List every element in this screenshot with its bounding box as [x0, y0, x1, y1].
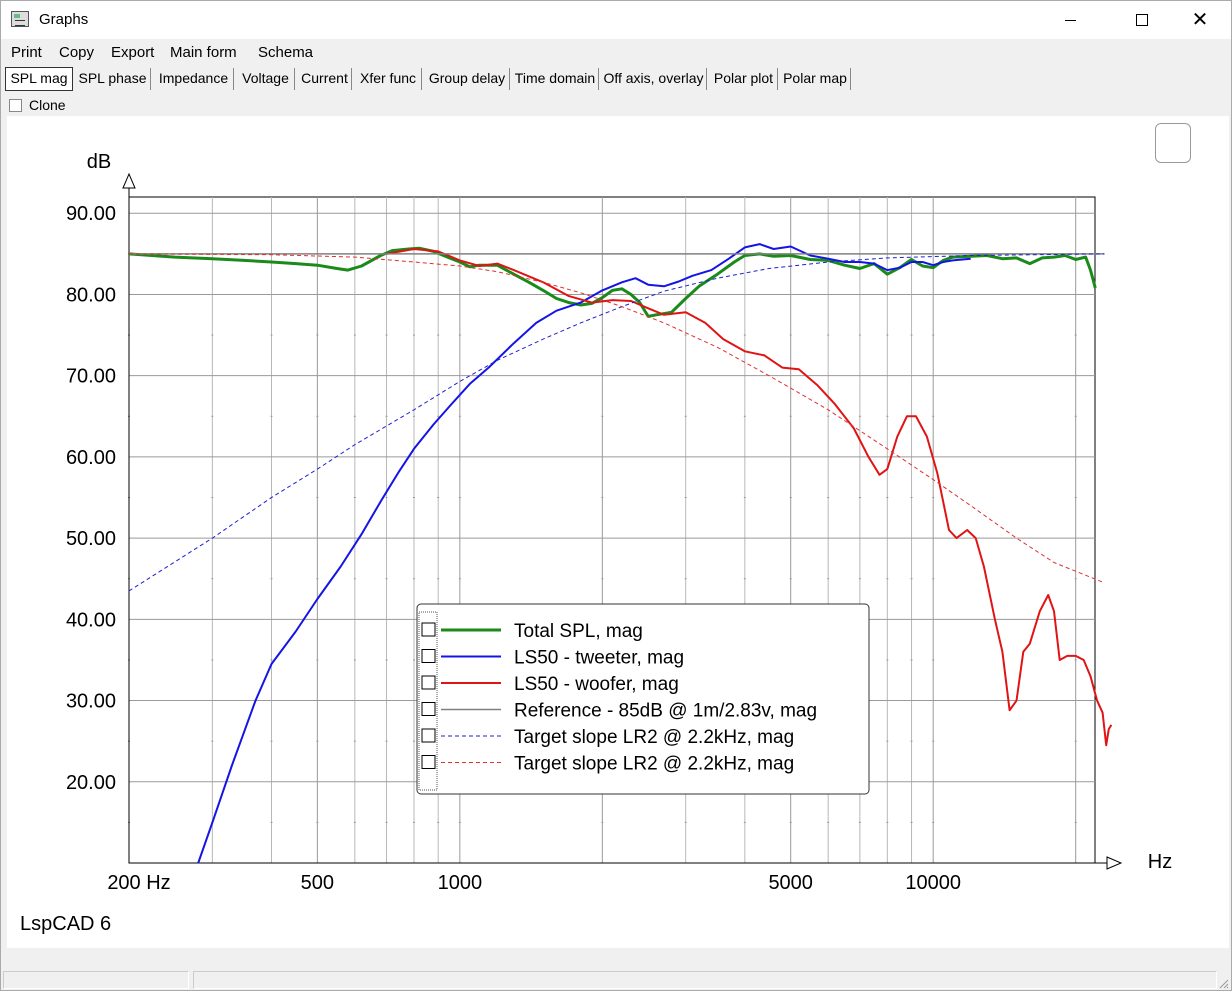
x-tick-label: 1000: [438, 872, 483, 894]
tab-voltage[interactable]: Voltage: [237, 68, 295, 90]
menu-export[interactable]: Export: [111, 44, 155, 61]
y-tick-label: 40.00: [66, 609, 116, 631]
y-tick-label: 80.00: [66, 284, 116, 306]
legend-checkbox: [421, 728, 436, 743]
legend-label: LS50 - tweeter, mag: [514, 648, 684, 669]
spl-chart[interactable]: dB Hz 90.00 80.00 70.00 60.00 50.00 40.00 30.00 2…: [7, 116, 1229, 906]
minimize-icon: [1064, 19, 1076, 21]
series-line-6: [128, 253, 1105, 584]
legend-checkbox: [421, 755, 436, 769]
clone-label: Clone: [29, 97, 66, 113]
legend-label: LS50 - woofer, mag: [514, 674, 679, 695]
tab-polar-map[interactable]: Polar map: [780, 68, 851, 90]
tab-current[interactable]: Current: [298, 68, 352, 90]
y-tick-label: 90.00: [66, 203, 116, 225]
legend-label: Target slope LR2 @ 2.2kHz, mag: [514, 727, 794, 748]
resize-grip-icon[interactable]: [1219, 979, 1229, 989]
legend-label: Reference - 85dB @ 1m/2.83v, mag: [514, 701, 817, 722]
legend-box: [416, 603, 870, 795]
y-tick-label: 70.00: [66, 366, 116, 388]
menu-print[interactable]: Print: [11, 44, 42, 61]
menu-copy[interactable]: Copy: [59, 44, 95, 61]
y-tick-label: 60.00: [66, 447, 116, 469]
legend-checkbox: [421, 675, 436, 690]
tab-spl-phase[interactable]: SPL phase: [75, 68, 151, 90]
legend-checkbox: [421, 622, 436, 637]
series-line-5: [128, 253, 1105, 592]
series-line-2: [197, 243, 971, 864]
maximize-icon: [1136, 14, 1148, 26]
tab-xfer-func[interactable]: Xfer func: [355, 68, 422, 90]
legend-label: Target slope LR2 @ 2.2kHz, mag: [514, 754, 794, 775]
title-bar[interactable]: Graphs ✕: [1, 1, 1231, 39]
close-icon: ✕: [1191, 9, 1209, 31]
menu-main-form[interactable]: Main form: [170, 44, 237, 61]
x-tick-label: 200 Hz: [107, 872, 170, 894]
tab-group-delay[interactable]: Group delay: [425, 68, 510, 90]
series-line-3: [386, 248, 1113, 747]
minimize-button[interactable]: [1047, 1, 1093, 39]
y-axis-arrow-icon: [122, 172, 136, 189]
y-tick-label: 50.00: [66, 528, 116, 550]
status-pane-2: [193, 971, 1217, 989]
tab-time-domain[interactable]: Time domain: [512, 68, 599, 90]
tab-impedance[interactable]: Impedance: [154, 68, 234, 90]
tab-polar-plot[interactable]: Polar plot: [710, 68, 778, 90]
tab-off-axis-overlay[interactable]: Off axis, overlay: [601, 68, 707, 90]
series-line-1: [128, 246, 1097, 318]
status-bar: [1, 969, 1231, 991]
legend-checkbox: [421, 649, 436, 663]
y-axis-label: dB: [87, 151, 111, 173]
x-tick-label: 10000: [905, 872, 961, 894]
menu-schema[interactable]: Schema: [258, 44, 314, 61]
y-tick-label: 30.00: [66, 691, 116, 713]
app-graph-icon[interactable]: [11, 11, 29, 27]
status-pane-1: [3, 971, 189, 989]
legend-focus-rect: [418, 611, 438, 791]
clone-checkbox-box[interactable]: [9, 99, 22, 112]
x-tick-label: 500: [301, 872, 334, 894]
menu-bar: Print Copy Export Main form Schema: [1, 41, 1231, 63]
tab-spl-mag[interactable]: SPL mag: [5, 67, 73, 91]
legend-checkbox: [421, 702, 436, 716]
x-tick-label: 5000: [768, 872, 813, 894]
graph-options-button[interactable]: [1155, 123, 1191, 163]
graph-panel: dB Hz 90.00 80.00 70.00 60.00 50.00 40.00 30.00 2…: [7, 116, 1229, 948]
brand-label: LspCAD 6: [20, 913, 112, 935]
close-button[interactable]: ✕: [1177, 1, 1223, 39]
x-axis-arrow-icon: [1106, 856, 1123, 870]
y-tick-label: 20.00: [66, 772, 116, 794]
x-axis-label: Hz: [1148, 851, 1172, 873]
window-title: Graphs: [39, 11, 89, 28]
legend-label: Total SPL, mag: [514, 621, 643, 642]
maximize-button[interactable]: [1119, 1, 1165, 39]
